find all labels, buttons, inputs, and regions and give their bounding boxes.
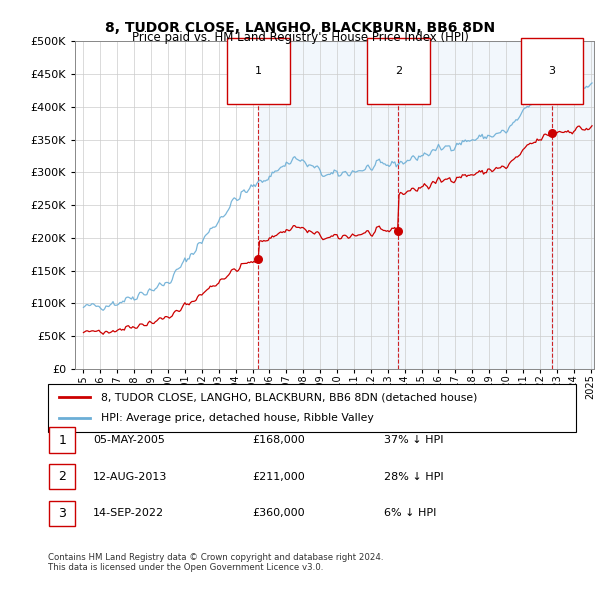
Text: Price paid vs. HM Land Registry's House Price Index (HPI): Price paid vs. HM Land Registry's House … <box>131 31 469 44</box>
Text: 8, TUDOR CLOSE, LANGHO, BLACKBURN, BB6 8DN: 8, TUDOR CLOSE, LANGHO, BLACKBURN, BB6 8… <box>105 21 495 35</box>
Text: 2: 2 <box>58 470 67 483</box>
Text: £211,000: £211,000 <box>252 472 305 481</box>
Text: 8, TUDOR CLOSE, LANGHO, BLACKBURN, BB6 8DN (detached house): 8, TUDOR CLOSE, LANGHO, BLACKBURN, BB6 8… <box>101 392 477 402</box>
Text: 14-SEP-2022: 14-SEP-2022 <box>93 509 164 518</box>
Text: 28% ↓ HPI: 28% ↓ HPI <box>384 472 443 481</box>
Text: 05-MAY-2005: 05-MAY-2005 <box>93 435 165 445</box>
Text: Contains HM Land Registry data © Crown copyright and database right 2024.: Contains HM Land Registry data © Crown c… <box>48 553 383 562</box>
Text: 12-AUG-2013: 12-AUG-2013 <box>93 472 167 481</box>
Text: £168,000: £168,000 <box>252 435 305 445</box>
Text: 2: 2 <box>395 65 402 76</box>
Point <box>254 254 263 264</box>
Text: This data is licensed under the Open Government Licence v3.0.: This data is licensed under the Open Gov… <box>48 563 323 572</box>
Bar <box>259 41 398 369</box>
Text: 37% ↓ HPI: 37% ↓ HPI <box>384 435 443 445</box>
FancyBboxPatch shape <box>49 464 76 490</box>
Text: HPI: Average price, detached house, Ribble Valley: HPI: Average price, detached house, Ribb… <box>101 414 374 424</box>
Text: 3: 3 <box>548 65 556 76</box>
FancyBboxPatch shape <box>49 427 76 453</box>
Text: 3: 3 <box>58 507 67 520</box>
Text: 1: 1 <box>58 434 67 447</box>
Text: 6% ↓ HPI: 6% ↓ HPI <box>384 509 436 518</box>
Bar <box>552 41 594 369</box>
Point <box>547 128 557 137</box>
FancyBboxPatch shape <box>48 384 576 432</box>
Text: 1: 1 <box>255 65 262 76</box>
FancyBboxPatch shape <box>49 500 76 526</box>
Bar <box>398 41 552 369</box>
Point <box>394 226 403 235</box>
Text: £360,000: £360,000 <box>252 509 305 518</box>
